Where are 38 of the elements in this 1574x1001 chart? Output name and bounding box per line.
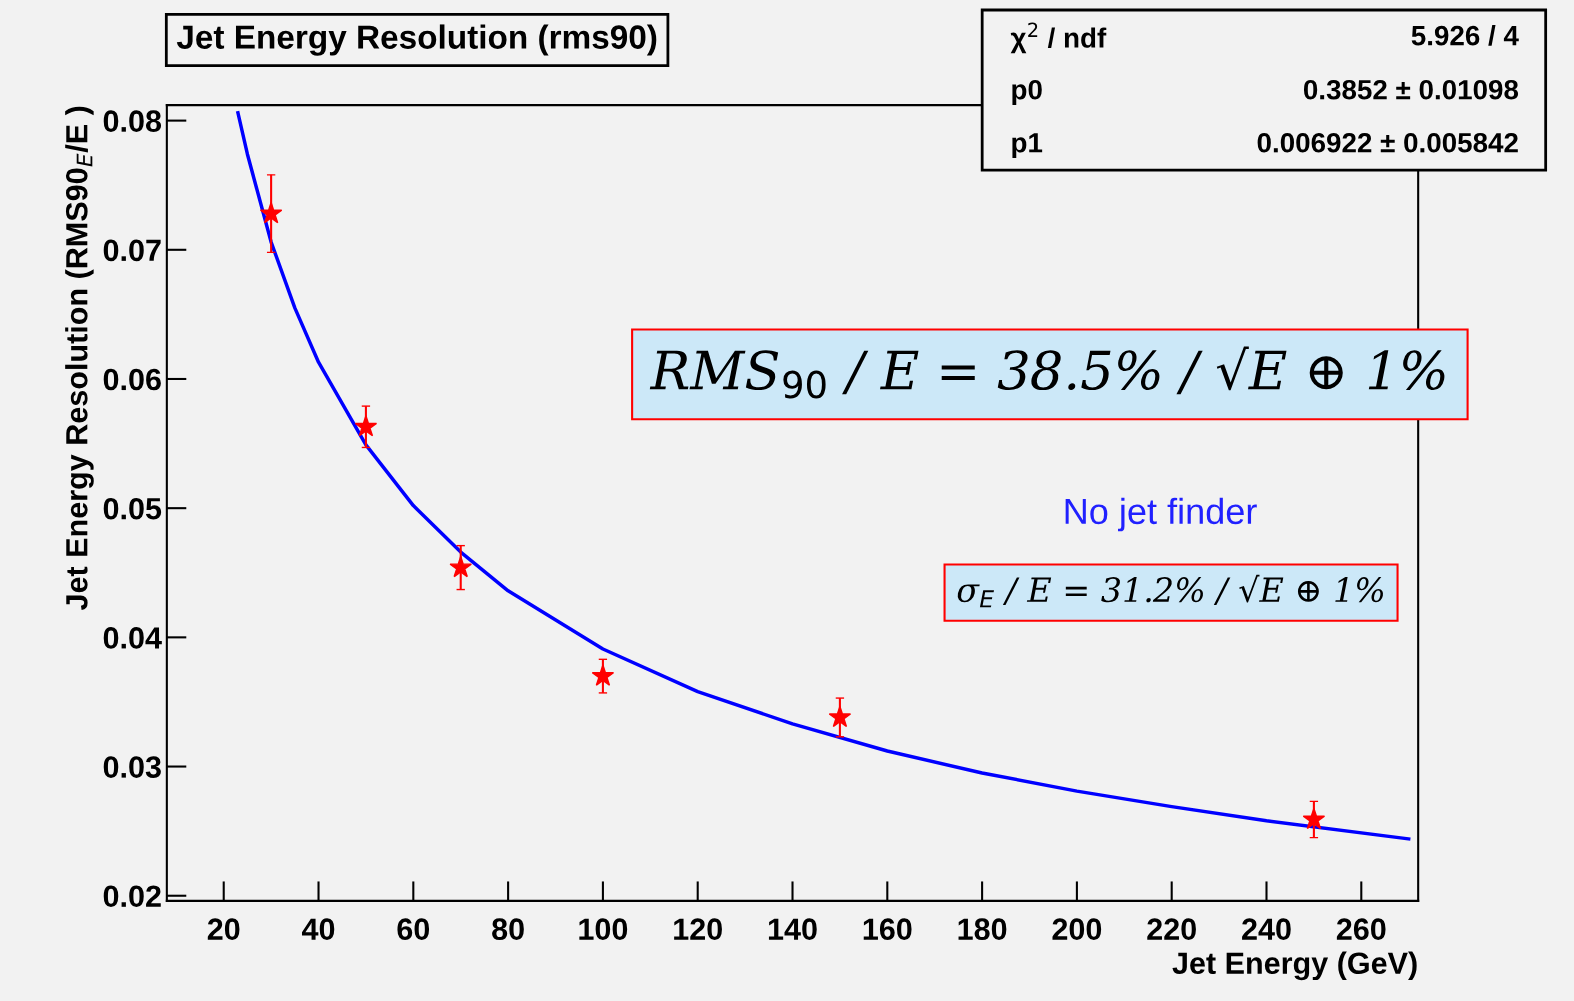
x-tick-label: 40 — [301, 918, 335, 941]
point — [1302, 807, 1326, 830]
point — [449, 555, 472, 578]
point — [828, 705, 852, 728]
x-tick-label: 240 — [1242, 918, 1291, 941]
annotation: No jet finder — [1065, 497, 1257, 532]
x-tick-label: 160 — [863, 918, 912, 941]
annotation: RMS$_{90}$ / E = 38.5% / √E ⊕ 1% — [649, 346, 1445, 399]
annotation: σ$_{E}$ / E = 31.2% / √E ⊕ 1% — [957, 574, 1384, 608]
text: 0.3852 ± 0.01098 — [1303, 79, 1519, 100]
x-tick-label: 100 — [579, 918, 628, 941]
x-tick-label: 60 — [397, 918, 430, 941]
point — [354, 414, 378, 437]
y-tick-label: 0.03 — [103, 756, 161, 778]
x-tick-label: 260 — [1336, 918, 1386, 941]
y-tick-label: 0.05 — [103, 497, 162, 520]
chart-title: Jet Energy Resolution (rms90) — [176, 24, 657, 56]
y-tick-label: 0.06 — [103, 368, 161, 391]
text: χ$^{2}$ / ndf — [1010, 22, 1107, 54]
x-axis-title: Jet Energy (GeV) — [1172, 951, 1417, 981]
text: 5.926 / 4 — [1411, 25, 1519, 46]
y-axis-title: Jet Energy Resolution (RMS90$_{E}$/E ) — [65, 106, 94, 611]
y-tick-label: 0.07 — [103, 239, 161, 262]
annotation: p1 — [1012, 133, 1043, 159]
annotation: 0.006922 ± 0.005842 — [1257, 132, 1518, 153]
x-tick-label: 120 — [674, 918, 722, 941]
x-tick-label: 20 — [207, 918, 240, 941]
y-tick-label: 0.08 — [103, 110, 162, 132]
y-tick-label: 0.02 — [103, 885, 161, 908]
y-tick-label: 0.04 — [103, 627, 162, 649]
point — [259, 201, 283, 224]
x-tick-label: 180 — [958, 918, 1007, 941]
point — [591, 664, 615, 686]
x-tick-label: 220 — [1147, 918, 1196, 941]
x-tick-label: 200 — [1052, 918, 1102, 941]
text: p0 — [1012, 79, 1042, 106]
x-tick-label: 140 — [768, 918, 817, 941]
x-tick-label: 80 — [492, 918, 524, 941]
